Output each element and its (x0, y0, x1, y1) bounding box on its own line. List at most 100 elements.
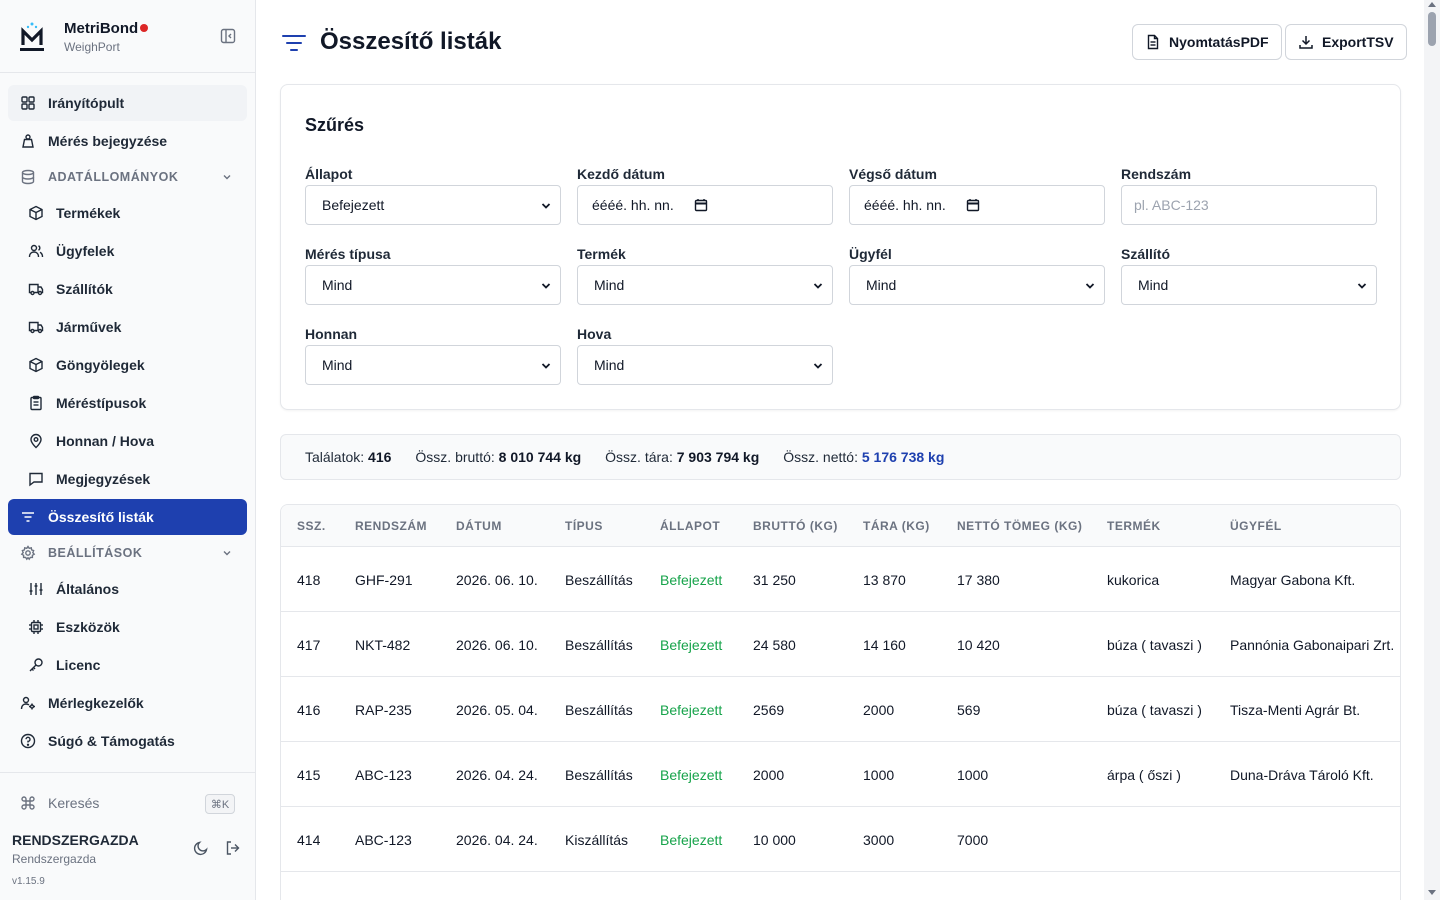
column-header[interactable]: DÁTUM (456, 519, 502, 533)
cell-tare: 3000 (863, 897, 894, 900)
download-icon (1298, 34, 1314, 50)
sidebar-item-from-to[interactable]: Honnan / Hova (16, 423, 247, 459)
customer-select[interactable]: Mind (849, 265, 1105, 305)
moon-icon[interactable] (193, 840, 209, 856)
column-header[interactable]: TERMÉK (1107, 519, 1161, 533)
user-role: Rendszergazda (12, 852, 97, 866)
sidebar-item-customers[interactable]: Ügyfelek (16, 233, 247, 269)
table-row[interactable]: 414 ABC-123 2026. 04. 24. Kiszállítás Befeje… (281, 807, 1400, 872)
cell-type: Beszállítás (565, 637, 633, 653)
sidebar-item-help[interactable]: Súgó & Támogatás (8, 723, 247, 759)
sidebar-group-datasets[interactable]: ADATÁLLOMÁNYOK (8, 161, 247, 193)
sidebar-item-measurement-entry[interactable]: Mérés bejegyzése (8, 123, 247, 159)
cell-date: 2026. 04. 24. (456, 897, 538, 900)
sidebar-item-license[interactable]: Licenc (16, 647, 247, 683)
start-date-value: éééé. hh. nn. (592, 197, 674, 213)
table-row[interactable]: 418 GHF-291 2026. 06. 10. Beszállítás Befeje… (281, 547, 1400, 612)
sidebar-item-dashboard[interactable]: Irányítópult (8, 85, 247, 121)
table-row[interactable]: 417 NKT-482 2026. 06. 10. Beszállítás Befeje… (281, 612, 1400, 677)
from-select[interactable]: Mind (305, 345, 561, 385)
cell-net: 7000 (957, 832, 989, 848)
table-row[interactable]: 415 ABC-123 2026. 04. 24. Beszállítás Befeje… (281, 742, 1400, 807)
calendar-icon[interactable] (966, 198, 980, 212)
sidebar-item-products[interactable]: Termékek (16, 195, 247, 231)
cell-type: Beszállítás (565, 897, 633, 900)
column-header[interactable]: BRUTTÓ (KG) (753, 519, 838, 533)
filter-panel: Szűrés Állapot Befejezett Kezdő dátum éé… (280, 84, 1401, 410)
column-header[interactable]: TÍPUS (565, 519, 603, 533)
results-table: SSZ. RENDSZÁM DÁTUM TÍPUS ÁLLAPOT BRUTTÓ… (280, 504, 1401, 900)
column-header[interactable]: NETTÓ TÖMEG (KG) (957, 519, 1083, 533)
cell-gross: 31 250 (753, 572, 796, 588)
sidebar-item-general[interactable]: Általános (16, 571, 247, 607)
gear-icon (20, 545, 36, 561)
chevron-down-icon (812, 280, 824, 292)
cell-serial: 417 (297, 637, 321, 653)
measurement-type-value: Mind (322, 277, 353, 293)
calendar-icon[interactable] (694, 198, 708, 212)
file-icon (1145, 34, 1161, 50)
scroll-up-icon[interactable] (1428, 2, 1436, 7)
plate-field[interactable] (1121, 185, 1377, 225)
plate-input[interactable] (1134, 197, 1354, 213)
cell-date: 2026. 06. 10. (456, 637, 538, 653)
supplier-select[interactable]: Mind (1121, 265, 1377, 305)
measurement-type-select[interactable]: Mind (305, 265, 561, 305)
gross-total: Össz. bruttó: 8 010 744 kg (415, 449, 581, 465)
sidebar-collapse-icon[interactable] (220, 28, 236, 44)
logout-icon[interactable] (225, 840, 241, 856)
sidebar-item-label: Ügyfelek (56, 243, 115, 259)
table-row[interactable]: 413 ABC-123 2026. 04. 24. Beszállítás Befeje… (281, 872, 1400, 900)
export-tsv-button[interactable]: ExportTSV (1285, 24, 1407, 60)
start-date-input[interactable]: éééé. hh. nn. (577, 185, 833, 225)
cell-net: 1000 (957, 767, 989, 783)
sidebar-item-label: Honnan / Hova (56, 433, 155, 449)
status-select[interactable]: Befejezett (305, 185, 561, 225)
sidebar-item-packaging[interactable]: Göngyölegek (16, 347, 247, 383)
column-header[interactable]: ÁLLAPOT (660, 519, 721, 533)
search-button[interactable]: Keresés (20, 795, 99, 811)
cell-product: árpa ( őszi ) (1107, 767, 1181, 783)
cell-date: 2026. 04. 24. (456, 832, 538, 848)
column-header[interactable]: RENDSZÁM (355, 519, 427, 533)
cell-date: 2026. 06. 10. (456, 572, 538, 588)
end-date-input[interactable]: éééé. hh. nn. (849, 185, 1105, 225)
sidebar-group-settings[interactable]: BEÁLLÍTÁSOK (8, 537, 247, 569)
chevron-down-icon (540, 360, 552, 372)
print-pdf-button[interactable]: NyomtatásPDF (1132, 24, 1282, 60)
package-icon (28, 205, 44, 221)
sidebar-item-scale-operators[interactable]: Mérlegkezelők (8, 685, 247, 721)
sidebar-item-measurement-types[interactable]: Méréstípusok (16, 385, 247, 421)
sidebar-item-summary-lists[interactable]: Összesítő listák (8, 499, 247, 535)
cell-plate: ABC-123 (355, 897, 412, 900)
cell-customer: Tisza-Menti Agrár Bt. (1230, 702, 1361, 718)
sidebar-item-devices[interactable]: Eszközök (16, 609, 247, 645)
sidebar-item-vehicles[interactable]: Járművek (16, 309, 247, 345)
column-header[interactable]: SSZ. (297, 519, 326, 533)
sidebar-item-label: Mérés bejegyzése (48, 133, 168, 149)
clipboard-icon (28, 395, 44, 411)
table-row[interactable]: 416 RAP-235 2026. 05. 04. Beszállítás Befeje… (281, 677, 1400, 742)
column-header[interactable]: TÁRA (KG) (863, 519, 930, 533)
page-scrollbar[interactable] (1424, 0, 1440, 900)
cell-serial: 415 (297, 767, 321, 783)
cell-gross: 10 000 (753, 832, 796, 848)
scrollbar-thumb[interactable] (1428, 12, 1436, 46)
scroll-down-icon[interactable] (1428, 890, 1436, 895)
cell-plate: GHF-291 (355, 572, 413, 588)
sidebar-item-suppliers[interactable]: Szállítók (16, 271, 247, 307)
sidebar-item-notes[interactable]: Megjegyzések (16, 461, 247, 497)
end-date-value: éééé. hh. nn. (864, 197, 946, 213)
app-logo-icon (19, 21, 45, 53)
product-value: Mind (594, 277, 625, 293)
grid-icon (20, 95, 36, 111)
cell-status: Befejezett (660, 637, 723, 653)
product-select[interactable]: Mind (577, 265, 833, 305)
sidebar-group-label: ADATÁLLOMÁNYOK (48, 170, 179, 184)
cell-customer: Duna-Dráva Tároló Kft. (1230, 767, 1374, 783)
cell-date: 2026. 05. 04. (456, 702, 538, 718)
to-select[interactable]: Mind (577, 345, 833, 385)
column-header[interactable]: ÜGYFÉL (1230, 519, 1282, 533)
sidebar-item-label: Méréstípusok (56, 395, 147, 411)
measurement-type-label: Mérés típusa (305, 246, 391, 262)
